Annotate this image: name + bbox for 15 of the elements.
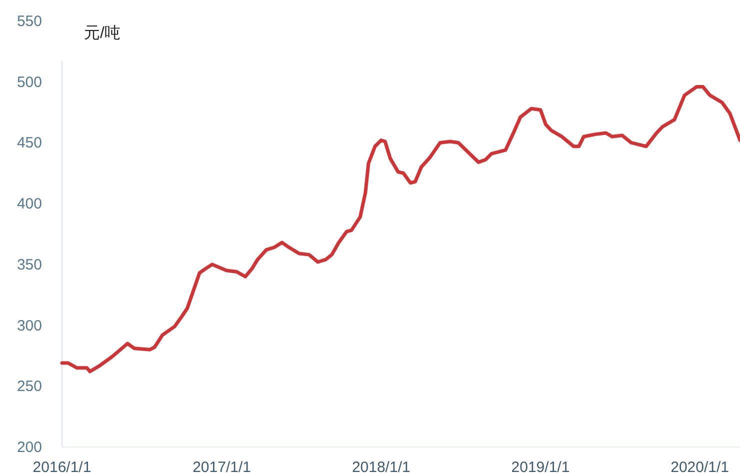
y-tick-label: 350 bbox=[16, 256, 42, 274]
y-tick-label: 300 bbox=[16, 317, 42, 334]
x-tick-label: 2019/1/1 bbox=[511, 459, 570, 474]
y-tick-label: 250 bbox=[16, 378, 42, 396]
x-tick-label: 2016/1/1 bbox=[32, 459, 92, 474]
y-axis-title: 元/吨 bbox=[84, 24, 120, 42]
y-tick-label: 550 bbox=[16, 13, 42, 30]
x-tick-label: 2018/1/1 bbox=[352, 459, 410, 474]
y-tick-label: 400 bbox=[16, 196, 42, 213]
y-tick-label: 500 bbox=[16, 74, 42, 91]
y-tick-label: 200 bbox=[16, 439, 42, 456]
x-tick-label: 2017/1/1 bbox=[192, 459, 251, 474]
x-tick-label: 2020/1/1 bbox=[670, 459, 730, 474]
line-series bbox=[60, 84, 740, 374]
y-tick-label: 450 bbox=[16, 134, 42, 152]
